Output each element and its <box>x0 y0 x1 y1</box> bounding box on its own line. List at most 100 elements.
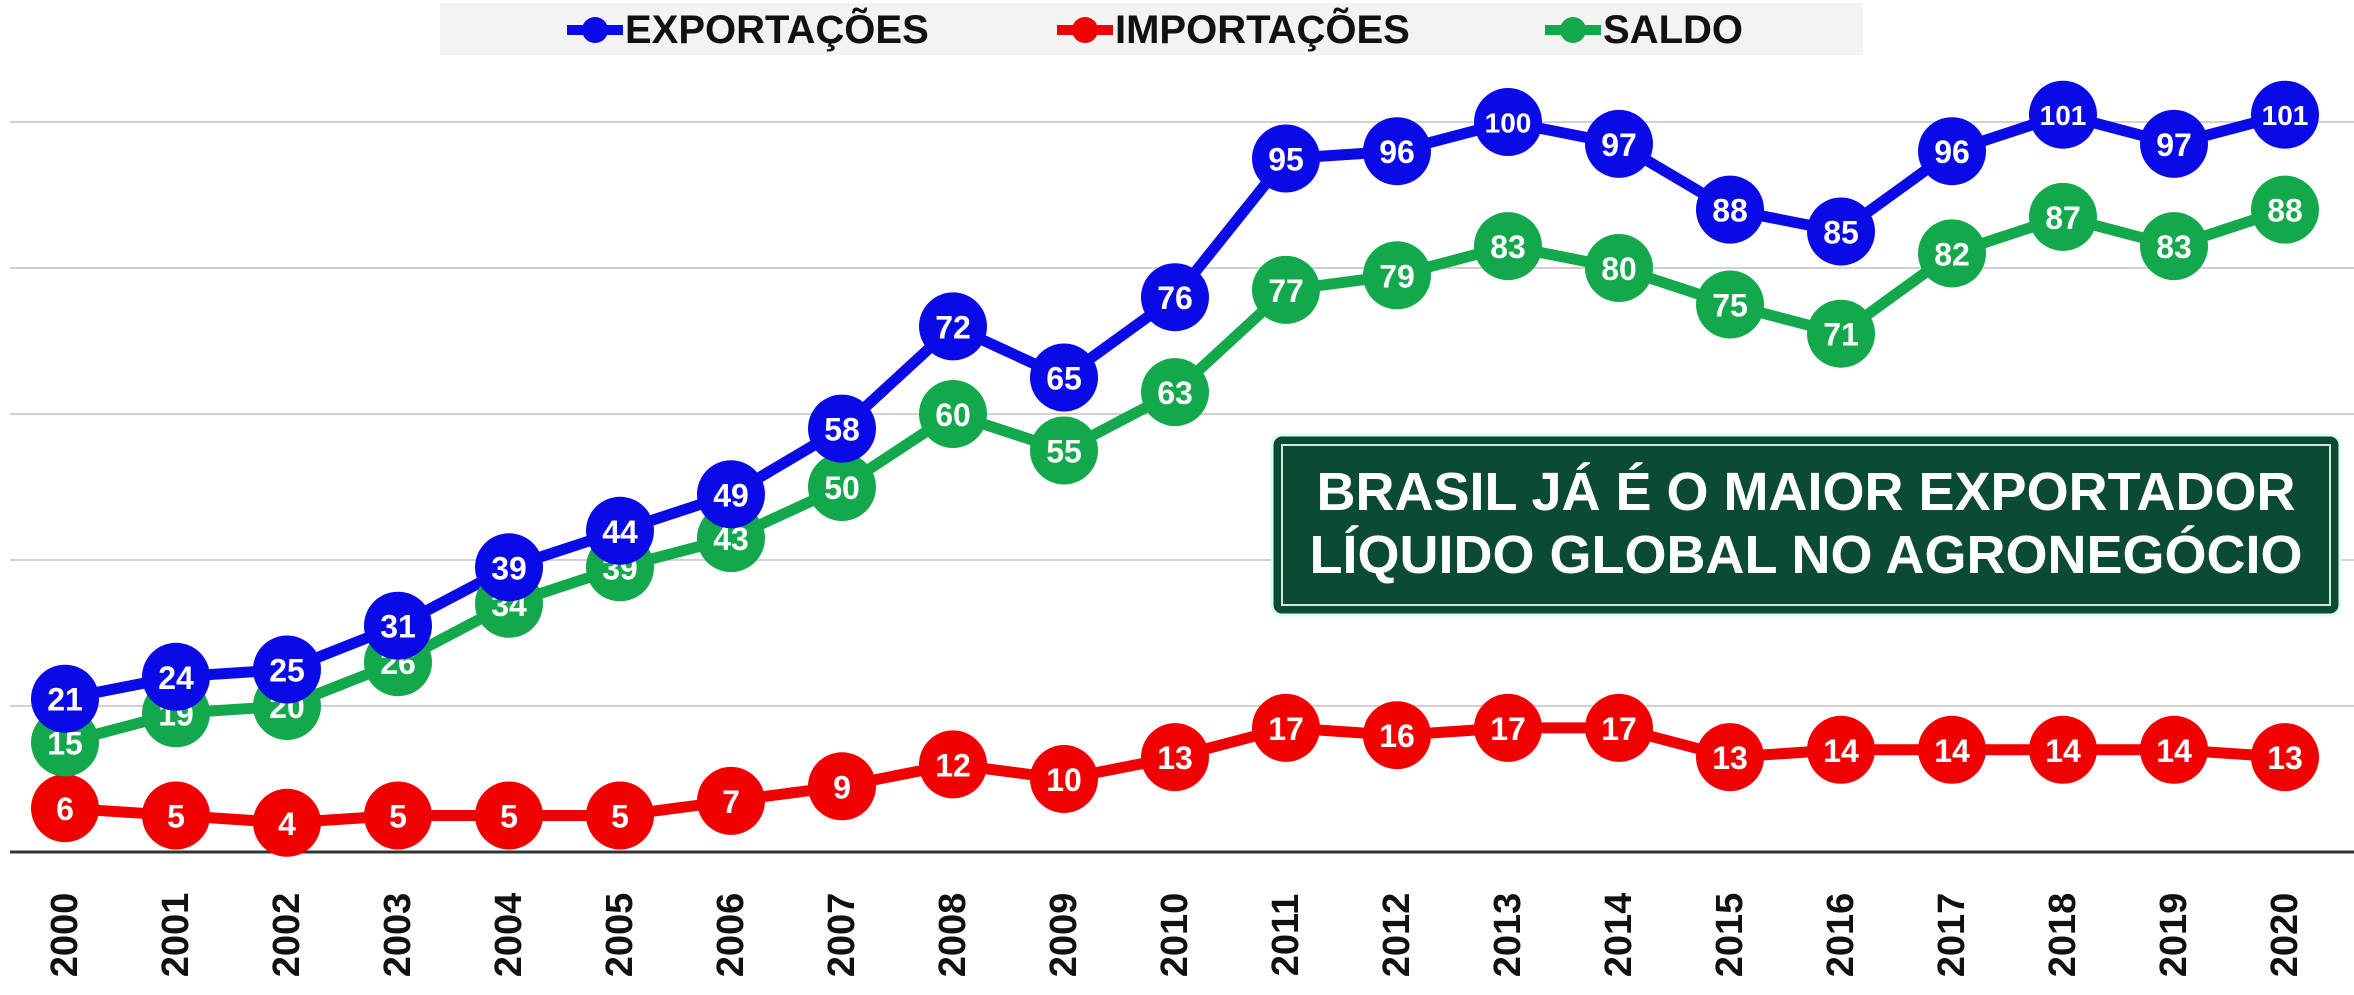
data-label: 95 <box>1268 142 1304 178</box>
data-label: 14 <box>1934 733 1970 769</box>
data-label: 21 <box>47 682 83 718</box>
x-tick-label: 2000 <box>44 893 86 978</box>
legend-box <box>440 3 1863 55</box>
point <box>2140 212 2208 281</box>
point <box>1807 299 1875 368</box>
data-label: 17 <box>1601 711 1637 747</box>
point <box>1474 693 1542 762</box>
x-tick-label: 2003 <box>377 893 419 978</box>
data-label: 13 <box>1157 740 1193 776</box>
x-tick-label: 2017 <box>1931 893 1973 978</box>
point <box>1363 701 1431 770</box>
data-label: 25 <box>269 653 305 689</box>
annotation-border <box>1281 444 2331 606</box>
data-label: 9 <box>833 769 851 805</box>
point <box>1807 197 1875 266</box>
x-tick-label: 2013 <box>1487 893 1529 978</box>
point <box>1030 416 1098 485</box>
point <box>2251 80 2319 149</box>
data-label: 97 <box>1601 127 1637 163</box>
x-tick-label: 2001 <box>155 893 197 978</box>
annotation-text: LÍQUIDO GLOBAL NO AGRONEGÓCIO <box>1309 525 2302 585</box>
data-label: 60 <box>935 397 971 433</box>
data-label: 77 <box>1268 273 1304 309</box>
point <box>586 496 654 565</box>
point <box>142 781 210 850</box>
point <box>1474 212 1542 281</box>
x-tick-label: 2020 <box>2264 893 2306 978</box>
point <box>1696 175 1764 244</box>
x-tick-label: 2009 <box>1043 893 1085 978</box>
data-label: 14 <box>2156 733 2192 769</box>
point <box>1252 124 1320 193</box>
x-tick-label: 2007 <box>821 893 863 978</box>
data-label: 17 <box>1490 711 1526 747</box>
legend-marker <box>1560 17 1586 43</box>
point <box>1030 343 1098 412</box>
data-label: 96 <box>1379 134 1415 170</box>
data-label: 24 <box>158 660 194 696</box>
point <box>1918 219 1986 288</box>
data-label: 17 <box>1268 711 1304 747</box>
data-label: 65 <box>1046 361 1082 397</box>
point <box>1807 715 1875 784</box>
annotation-box <box>1270 433 2342 617</box>
data-label: 88 <box>2267 193 2303 229</box>
point <box>31 664 99 733</box>
data-label: 49 <box>713 477 749 513</box>
data-label: 85 <box>1823 215 1859 251</box>
data-label: 14 <box>2045 733 2081 769</box>
legend-marker <box>582 17 608 43</box>
data-label: 5 <box>389 799 407 835</box>
point <box>1918 117 1986 186</box>
point <box>364 591 432 660</box>
data-label: 71 <box>1823 317 1859 353</box>
x-tick-label: 2019 <box>2153 893 2195 978</box>
point <box>364 781 432 850</box>
data-label: 101 <box>2262 100 2309 131</box>
x-tick-label: 2015 <box>1709 893 1751 978</box>
data-label: 76 <box>1157 280 1193 316</box>
x-tick-label: 2004 <box>488 893 530 978</box>
point <box>253 635 321 704</box>
legend-label: IMPORTAÇÕES <box>1115 6 1410 52</box>
x-tick-label: 2011 <box>1265 894 1307 976</box>
point <box>1474 88 1542 156</box>
data-label: 6 <box>56 791 74 827</box>
legend-label: EXPORTAÇÕES <box>625 6 929 52</box>
x-tick-label: 2005 <box>599 893 641 978</box>
point <box>1141 723 1209 792</box>
point <box>475 533 543 602</box>
data-label: 97 <box>2156 127 2192 163</box>
data-label: 63 <box>1157 375 1193 411</box>
x-tick-label: 2006 <box>710 893 752 978</box>
data-label: 50 <box>824 470 860 506</box>
point <box>919 730 987 799</box>
x-tick-label: 2012 <box>1376 893 1418 978</box>
data-label: 39 <box>491 550 527 586</box>
data-label: 58 <box>824 412 860 448</box>
point <box>919 380 987 448</box>
data-label: 101 <box>2040 100 2087 131</box>
data-label: 16 <box>1379 718 1415 754</box>
point <box>1696 723 1764 792</box>
data-label: 79 <box>1379 258 1415 294</box>
data-label: 87 <box>2045 200 2081 236</box>
point <box>919 292 987 361</box>
point <box>1363 241 1431 310</box>
point <box>2140 109 2208 178</box>
point <box>1141 263 1209 332</box>
point <box>808 752 876 821</box>
point <box>142 642 210 711</box>
x-tick-label: 2008 <box>932 893 974 978</box>
data-label: 5 <box>611 799 629 835</box>
data-label: 72 <box>935 309 971 345</box>
data-label: 14 <box>1823 733 1859 769</box>
point <box>253 788 321 857</box>
data-label: 12 <box>935 747 971 783</box>
x-tick-label: 2002 <box>266 893 308 978</box>
data-label: 88 <box>1712 193 1748 229</box>
point <box>808 394 876 463</box>
